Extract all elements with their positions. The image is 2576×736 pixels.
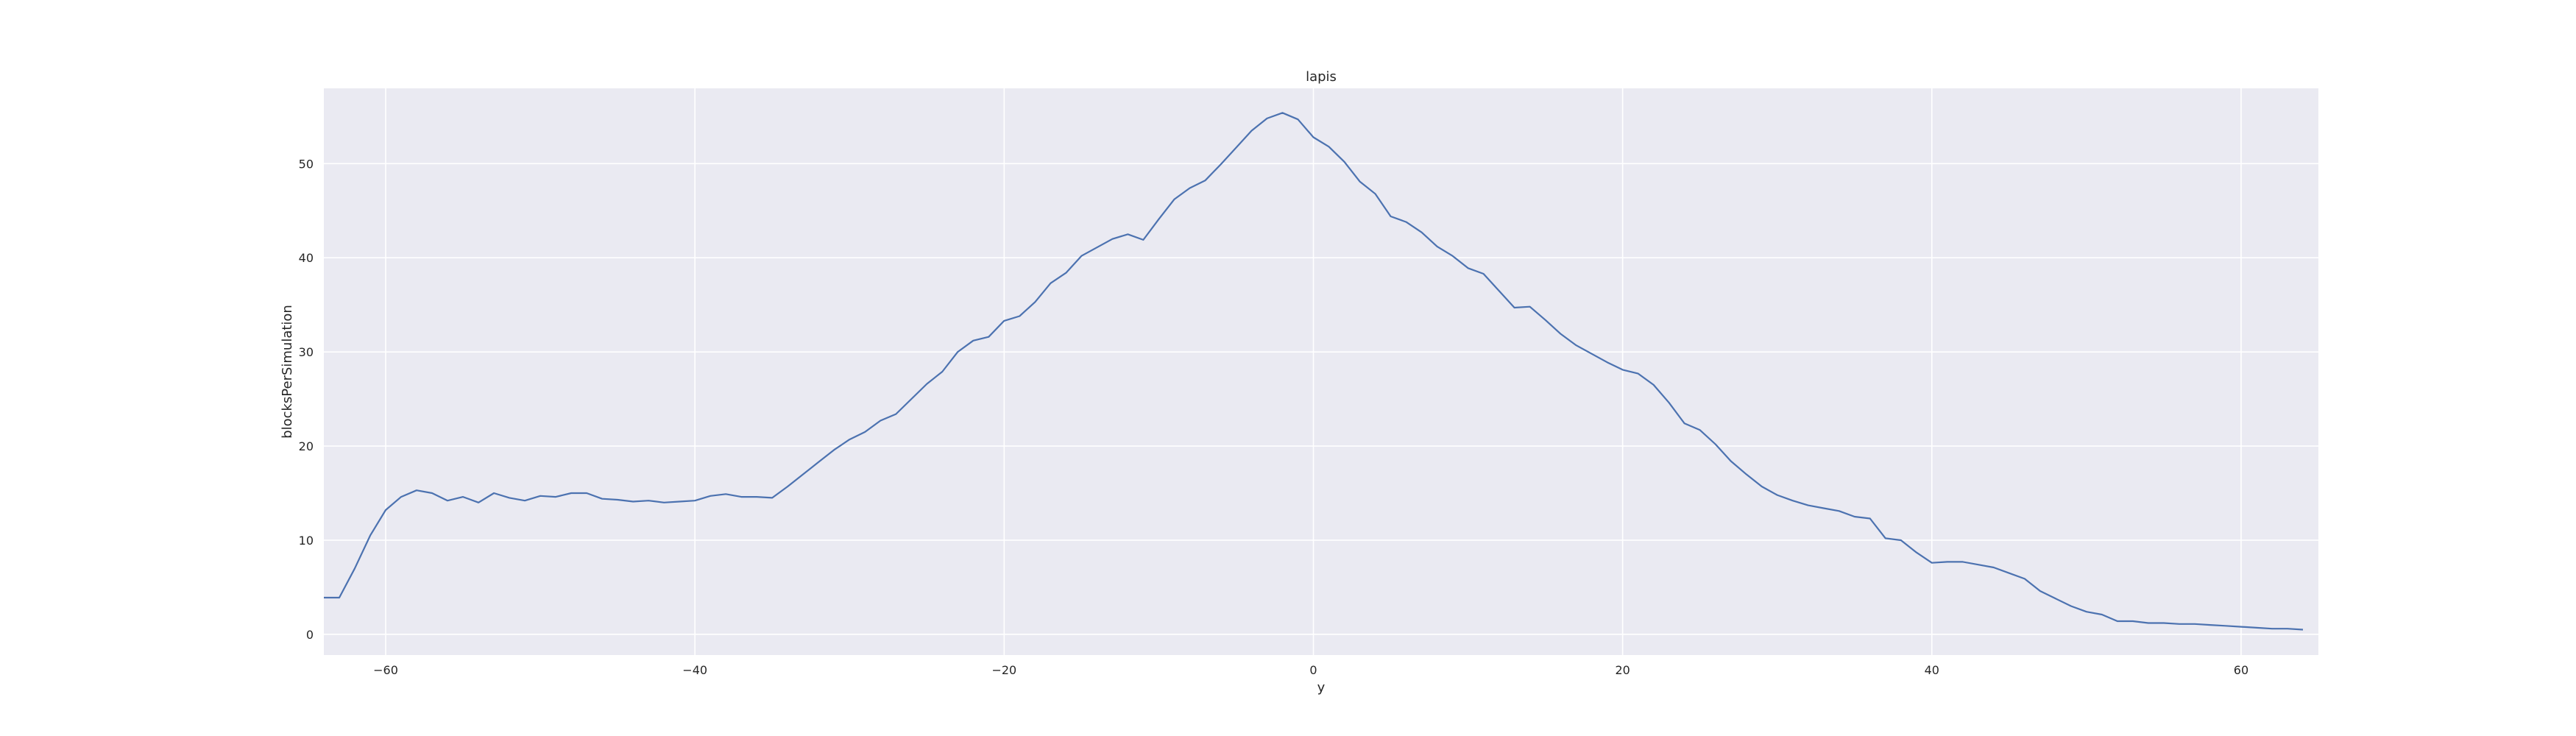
x-tick-label: 0	[1309, 663, 1317, 677]
y-tick-label: 40	[299, 251, 314, 265]
x-tick-label: −60	[373, 663, 398, 677]
y-tick-label: 10	[299, 534, 314, 548]
plot-area	[324, 88, 2318, 655]
chart-title: lapis	[1306, 69, 1337, 85]
x-tick-label: 60	[2234, 663, 2248, 677]
x-tick-label: 20	[1615, 663, 1630, 677]
x-tick-labels: −60 −40 −20 0 20 40 60	[373, 663, 2248, 677]
y-tick-label: 0	[306, 628, 314, 642]
y-tick-label: 50	[299, 157, 314, 171]
y-tick-label: 30	[299, 345, 314, 359]
x-tick-label: 40	[1925, 663, 1939, 677]
series-layer	[324, 112, 2304, 631]
series-line	[324, 112, 2304, 631]
y-axis-label: blocksPerSimulation	[280, 305, 295, 439]
x-tick-label: −20	[991, 663, 1016, 677]
x-axis-label: y	[1317, 680, 1326, 696]
x-tick-label: −40	[682, 663, 707, 677]
grid-lines	[324, 88, 2318, 655]
y-tick-labels: 0 10 20 30 40 50	[299, 157, 314, 642]
y-tick-label: 20	[299, 439, 314, 453]
